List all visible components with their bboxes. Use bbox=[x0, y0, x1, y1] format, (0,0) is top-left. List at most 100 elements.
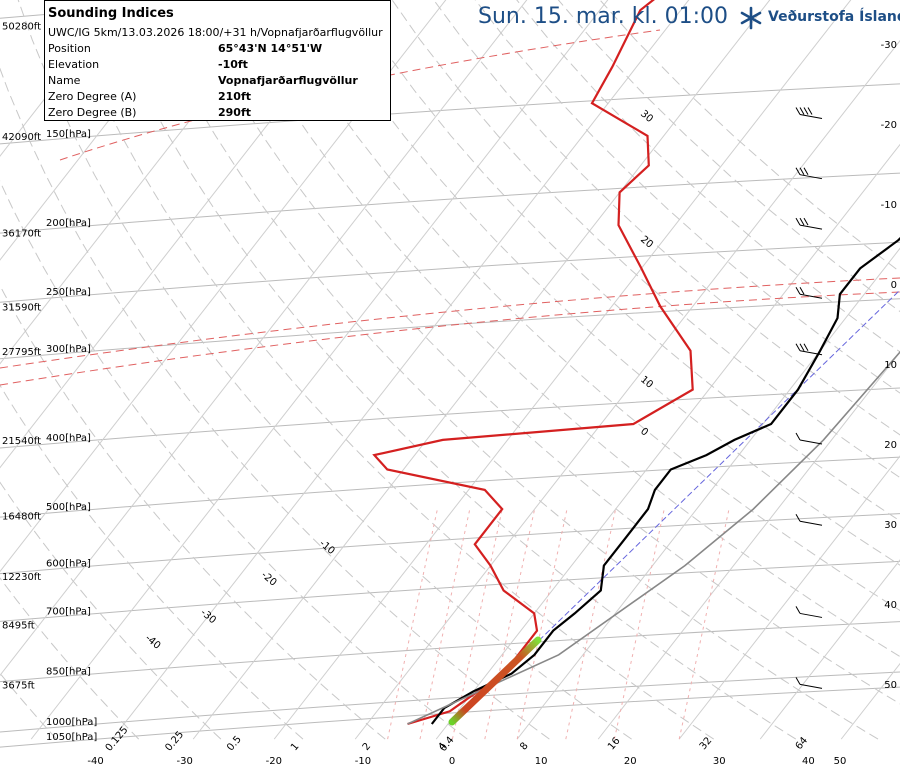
dry-adiabat-line bbox=[557, 0, 900, 313]
surface-layer-band bbox=[448, 636, 542, 726]
isotherm-label: 0 bbox=[638, 426, 650, 439]
mixing-ratio-label: 0.5 bbox=[225, 734, 244, 753]
pressure-label: 500[hPa] bbox=[46, 502, 91, 513]
dry-adiabat-line bbox=[0, 284, 386, 740]
mixing-ratio-line bbox=[678, 509, 730, 740]
panel-title: Sounding Indices bbox=[48, 6, 174, 21]
snowflake-logo-icon bbox=[740, 6, 762, 30]
dry-adiabat-line bbox=[183, 0, 900, 705]
height-label: 3675ft bbox=[2, 680, 35, 691]
right-axis-label: 30 bbox=[884, 520, 897, 531]
wind-barb-shaft bbox=[799, 174, 823, 180]
isobar-line bbox=[0, 387, 900, 449]
mixing-ratio-label: 8 bbox=[518, 741, 531, 753]
dry-adiabat-line bbox=[225, 0, 900, 658]
tropopause-line bbox=[0, 291, 900, 386]
pressure-label: 200[hPa] bbox=[46, 218, 91, 229]
isobar-line bbox=[0, 513, 900, 575]
isobar-line bbox=[0, 686, 900, 748]
wind-barb-flag bbox=[803, 343, 809, 352]
wind-barb-flag bbox=[799, 107, 805, 115]
dry-adiabat-line bbox=[0, 67, 550, 740]
wind-barb-shaft bbox=[799, 293, 823, 299]
wind-barb-shaft bbox=[799, 683, 823, 689]
wind-barb-flag bbox=[795, 343, 801, 352]
mixing-ratio-label: 16 bbox=[606, 736, 623, 753]
mixing-ratio-label: 64 bbox=[794, 735, 811, 752]
right-axis-label: -10 bbox=[881, 200, 897, 211]
row-value: -10ft bbox=[218, 58, 248, 71]
row-value: 290ft bbox=[218, 106, 252, 119]
dry-adiabat-line bbox=[599, 0, 900, 273]
mixing-ratio-label: 1 bbox=[289, 741, 302, 753]
temperature-axis-label: -40 bbox=[87, 756, 103, 767]
temperature-axis-label: 30 bbox=[713, 756, 726, 767]
isobar-line bbox=[0, 560, 900, 622]
mixing-ratio-line bbox=[419, 509, 471, 740]
height-label: 16480ft bbox=[2, 511, 41, 522]
isotherm-line bbox=[273, 0, 852, 740]
dry-adiabat-line bbox=[0, 180, 468, 740]
wind-barb-shaft bbox=[799, 224, 823, 230]
wind-barb-flag bbox=[795, 677, 801, 685]
wind-barb bbox=[795, 217, 823, 230]
pressure-label: 250[hPa] bbox=[46, 287, 91, 298]
right-axis-label: -20 bbox=[881, 120, 897, 131]
panel-subtitle: UWC/IG 5km/13.03.2026 18:00/+31 h/Vopnaf… bbox=[48, 26, 383, 39]
wind-barb-flag bbox=[799, 217, 805, 226]
wind-barb-shaft bbox=[799, 114, 823, 119]
isobar-line bbox=[0, 298, 900, 360]
wind-barb-flag bbox=[803, 167, 809, 175]
row-value: 65°43'N 14°51'W bbox=[218, 42, 323, 55]
temperature-axis-label: -30 bbox=[177, 756, 193, 767]
temperature-axis-label: -20 bbox=[266, 756, 282, 767]
row-key: Elevation bbox=[48, 58, 100, 71]
mixing-ratio-label: 4 bbox=[436, 741, 449, 753]
mixing-ratio-line bbox=[516, 509, 568, 740]
pressure-label: 1000[hPa] bbox=[46, 717, 97, 728]
isobar-line bbox=[0, 621, 900, 683]
mixing-ratio-label: 0.125 bbox=[104, 725, 131, 754]
dry-adiabat-line bbox=[0, 384, 304, 740]
pressure-label: 1050[hPa] bbox=[46, 732, 97, 743]
wind-barb-flag bbox=[803, 107, 809, 115]
wind-barb-flag bbox=[799, 167, 805, 175]
wind-barb-flag bbox=[799, 287, 805, 295]
dry-adiabat-line bbox=[266, 0, 900, 612]
wind-barb bbox=[795, 107, 823, 119]
pressure-label: 300[hPa] bbox=[46, 344, 91, 355]
right-axis-label: 20 bbox=[884, 440, 897, 451]
mixing-ratio-label: 0.25 bbox=[163, 729, 186, 753]
pressure-label: 850[hPa] bbox=[46, 667, 91, 678]
wind-barb-flag bbox=[795, 167, 801, 175]
dewpoint-line bbox=[430, 237, 900, 725]
isotherm-label: 20 bbox=[638, 234, 655, 251]
temperature-axis-label: 50 bbox=[834, 756, 847, 767]
wind-barb-shaft bbox=[799, 612, 823, 618]
tropopause-line bbox=[0, 277, 900, 369]
height-label: 31590ft bbox=[2, 302, 41, 313]
temperature-axis-label: 10 bbox=[535, 756, 548, 767]
isotherm-line bbox=[0, 0, 528, 677]
wind-barb bbox=[795, 514, 823, 526]
wind-barb-flag bbox=[795, 287, 801, 295]
mixing-ratio-line bbox=[565, 509, 617, 740]
row-key: Zero Degree (A) bbox=[48, 90, 137, 103]
mixing-ratio-line bbox=[451, 509, 503, 740]
mixing-ratio-line bbox=[613, 509, 665, 740]
isobar-line bbox=[0, 456, 900, 518]
sounding-indices-panel: Sounding Indices UWC/IG 5km/13.03.2026 1… bbox=[44, 0, 391, 121]
isotherm-label: -10 bbox=[317, 538, 337, 557]
pressure-label: 150[hPa] bbox=[46, 129, 91, 140]
temperature-axis-label: 40 bbox=[802, 756, 815, 767]
wind-barb-flag bbox=[799, 343, 805, 352]
forecast-time-title: Sun. 15. mar. kl. 01:00 bbox=[478, 4, 728, 29]
wind-barb bbox=[795, 432, 823, 445]
wind-barb bbox=[795, 287, 823, 299]
wind-barb-shaft bbox=[799, 350, 823, 356]
row-value: 210ft bbox=[218, 90, 252, 103]
wind-barb-shaft bbox=[799, 439, 823, 445]
mixing-ratio-line bbox=[484, 509, 536, 740]
isotherm-label: -20 bbox=[259, 570, 279, 589]
isotherm-line bbox=[678, 455, 900, 740]
